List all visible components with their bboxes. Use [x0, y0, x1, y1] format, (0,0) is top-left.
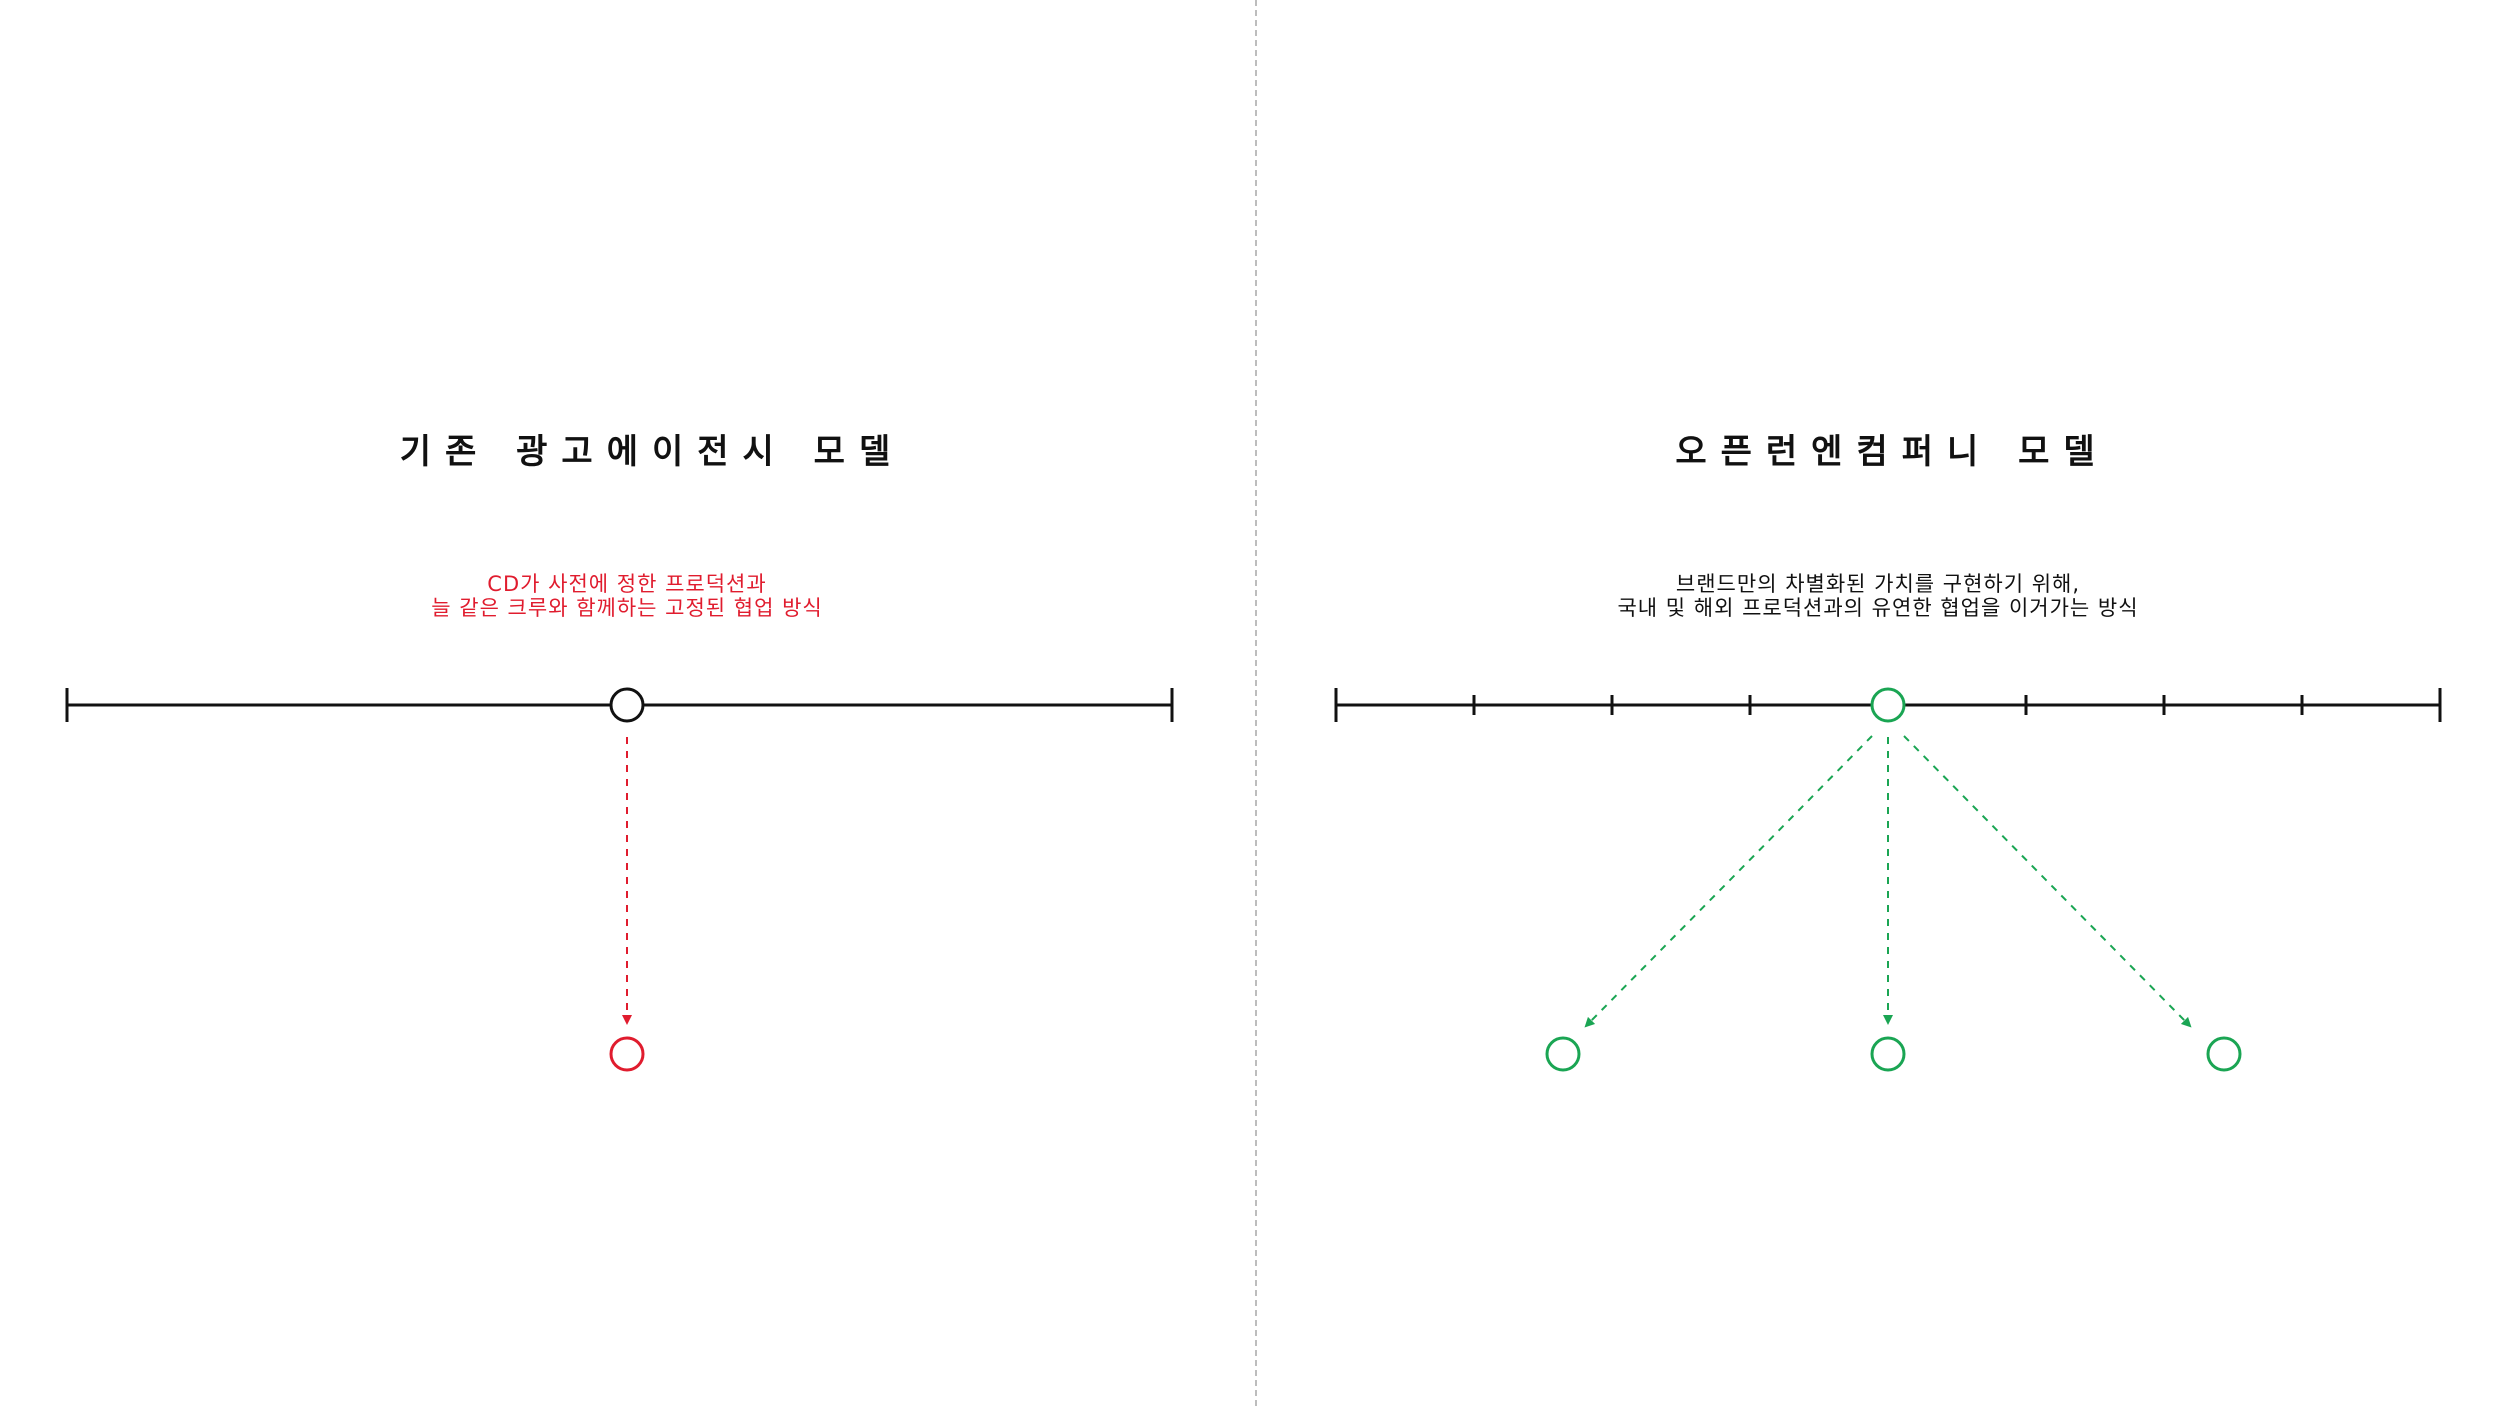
left-fixed-crew-node — [609, 1036, 645, 1072]
left-subtitle-line-1: CD가 사전에 정한 프로덕션과 — [487, 572, 767, 596]
center-divider — [1255, 0, 1257, 1406]
left-panel: 기존 광고에이전시 모델 CD가 사전에 정한 프로덕션과 늘 같은 크루와 함… — [0, 432, 1254, 1072]
right-production-node-1 — [1545, 1036, 1581, 1072]
right-company-node — [1870, 687, 1906, 723]
right-panel: 오픈런엔컴퍼니 모델 브랜드만의 차별화된 가치를 구현하기 위해, 국내 및 … — [1256, 0, 2500, 1406]
right-subtitle-line-1: 브랜드만의 차별화된 가치를 구현하기 위해, — [1675, 572, 2081, 596]
right-production-node-2 — [1870, 1036, 1906, 1072]
left-subtitle: CD가 사전에 정한 프로덕션과 늘 같은 크루와 함께하는 고정된 협업 방식 — [0, 572, 1254, 620]
right-production-node-3 — [2206, 1036, 2242, 1072]
left-subtitle-line-2: 늘 같은 크루와 함께하는 고정된 협업 방식 — [431, 596, 823, 620]
right-subtitle-line-2: 국내 및 해외 프로덕션과의 유연한 협업을 이거가는 방식 — [1617, 596, 2139, 620]
left-agency-node — [609, 687, 645, 723]
right-dashed-arrow-left — [1584, 735, 1873, 1028]
right-title: 오픈런엔컴퍼니 모델 — [1675, 432, 2109, 472]
left-diagram — [65, 687, 1174, 1072]
left-title: 기존 광고에이전시 모델 — [399, 432, 905, 472]
right-diagram — [1334, 687, 2442, 1072]
right-subtitle: 브랜드만의 차별화된 가치를 구현하기 위해, 국내 및 해외 프로덕션과의 유… — [1256, 572, 2500, 620]
right-dashed-arrow-right — [1903, 735, 2192, 1028]
